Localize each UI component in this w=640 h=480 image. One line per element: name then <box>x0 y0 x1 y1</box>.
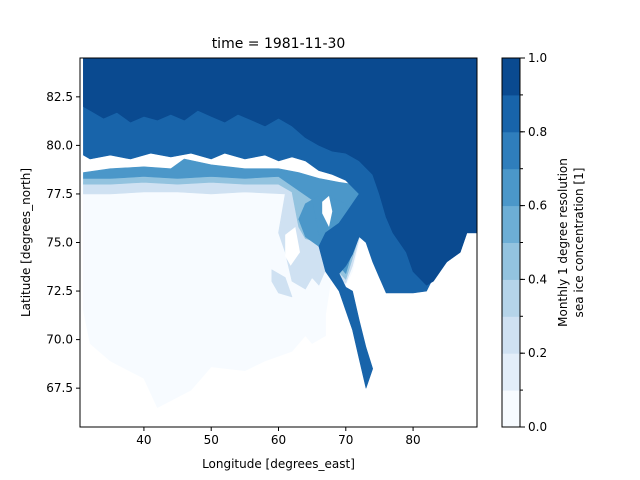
colorbar-label-line1: Monthly 1 degree resolution <box>556 158 570 327</box>
colorbar-label-line2: sea ice concentration [1] <box>572 168 586 318</box>
colorbar-swatch-0 <box>502 390 520 428</box>
x-axis: 40 50 60 70 80 <box>136 427 421 447</box>
y-axis-label: Latitude [degrees_north] <box>19 168 33 317</box>
chart-title: time = 1981-11-30 <box>212 36 346 52</box>
colorbar-tick-label-3: 0.6 <box>528 199 547 213</box>
colorbar-swatch-1 <box>502 353 520 391</box>
y-tick-label-2: 72.5 <box>46 284 73 298</box>
y-axis: 67.5 70.0 72.5 75.0 77.5 80.0 82.5 <box>46 90 80 395</box>
x-tick-label-4: 80 <box>405 433 420 447</box>
contour-band-3-0 <box>83 158 374 274</box>
colorbar-swatch-6 <box>502 168 520 207</box>
colorbar-tick-label-5: 1.0 <box>528 51 547 65</box>
colorbar: 0.0 0.2 0.4 0.6 0.8 1.0 <box>501 51 547 434</box>
contour-band-1-1 <box>271 269 293 298</box>
colorbar-tick-label-4: 0.8 <box>528 125 547 139</box>
x-tick-label-2: 60 <box>271 433 286 447</box>
colorbar-tick-label-0: 0.0 <box>528 420 547 434</box>
colorbar-swatch-9 <box>502 58 520 96</box>
colorbar-ticks: 0.0 0.2 0.4 0.6 0.8 1.0 <box>520 51 547 434</box>
y-tick-label-5: 80.0 <box>46 138 73 152</box>
y-tick-label-3: 75.0 <box>46 236 73 250</box>
no-data-region-0 <box>322 195 333 227</box>
y-tick-label-1: 70.0 <box>46 333 73 347</box>
x-axis-label: Longitude [degrees_east] <box>202 457 355 471</box>
colorbar-swatch-7 <box>502 131 520 170</box>
colorbar-swatch-8 <box>502 94 520 133</box>
contour-band-5-0 <box>83 58 477 286</box>
colorbar-tick-label-1: 0.2 <box>528 346 547 360</box>
x-tick-label-3: 70 <box>338 433 353 447</box>
y-tick-label-6: 82.5 <box>46 90 73 104</box>
colorbar-swatch-3 <box>502 279 520 317</box>
y-tick-label-0: 67.5 <box>46 381 73 395</box>
colorbar-tick-label-2: 0.4 <box>528 272 547 286</box>
x-tick-label-1: 50 <box>204 433 219 447</box>
y-tick-label-4: 77.5 <box>46 187 73 201</box>
contour-layer <box>83 58 477 408</box>
colorbar-swatch-2 <box>502 316 520 354</box>
colorbar-swatches <box>502 58 520 428</box>
colorbar-swatch-4 <box>502 242 520 280</box>
x-tick-label-0: 40 <box>136 433 151 447</box>
plot-area: 40 50 60 70 80 67.5 70.0 72.5 75.0 77.5 80.0 82.5 <box>46 57 478 447</box>
no-data-region-1 <box>285 227 300 266</box>
colorbar-swatch-5 <box>502 205 520 243</box>
